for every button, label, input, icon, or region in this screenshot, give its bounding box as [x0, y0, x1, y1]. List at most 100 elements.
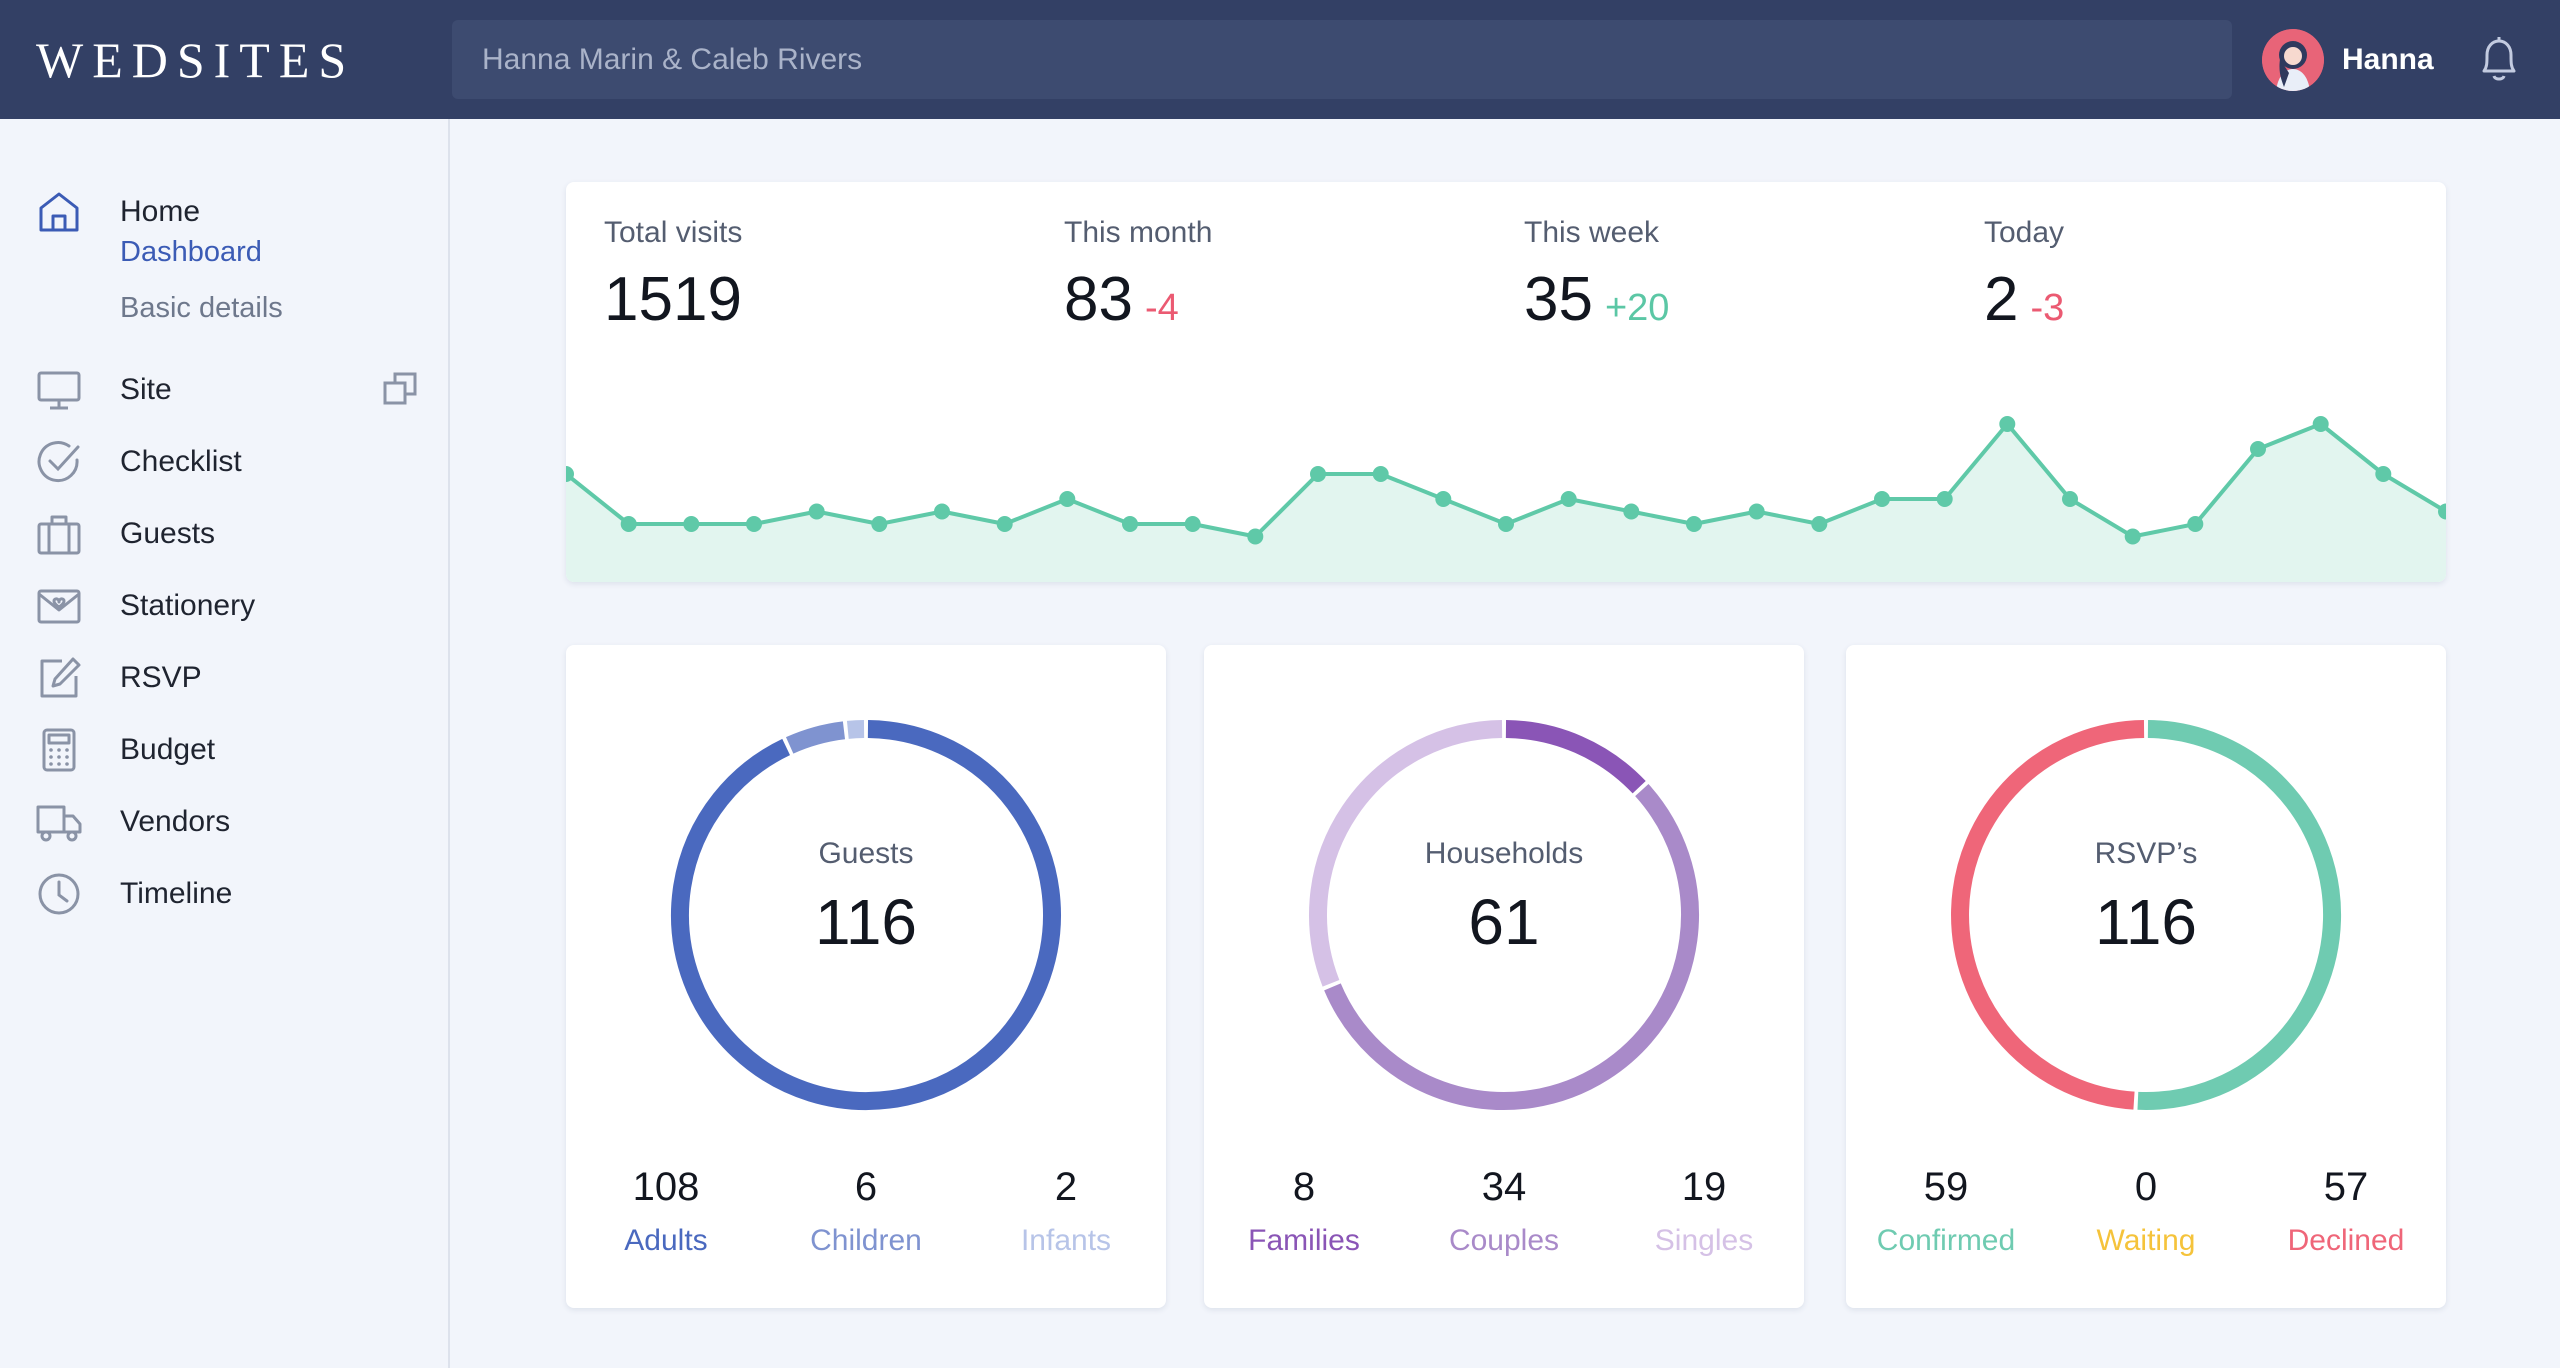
donut-total: 116 [2094, 886, 2198, 958]
open-external-icon[interactable] [380, 369, 420, 409]
legend-value: 0 [2134, 1165, 2158, 1209]
clock-icon [38, 873, 80, 915]
data-point [1874, 491, 1890, 507]
data-point [1811, 516, 1828, 532]
data-point [1059, 491, 1076, 507]
calculator-icon [42, 728, 76, 772]
legend-label: Children [810, 1224, 922, 1257]
data-point [1122, 516, 1138, 532]
legend-label: Families [1248, 1224, 1360, 1257]
legend-value: 6 [854, 1165, 878, 1209]
search-box[interactable] [452, 20, 2232, 99]
sidebar-item-stationery[interactable]: Stationery [0, 575, 448, 635]
stat-delta: +20 [1604, 287, 1670, 329]
legend-waiting: 0 Waiting [2046, 1165, 2246, 1258]
stat-today: Today 2 -3 [1984, 216, 2064, 335]
households-donut-chart [1309, 720, 1699, 1110]
legend-singles: 19 Singles [1604, 1165, 1804, 1258]
sidebar-item-guests[interactable]: Guests [0, 503, 448, 563]
legend-label: Declined [2287, 1224, 2405, 1257]
data-point [620, 516, 637, 532]
donut-title: Guests [818, 837, 914, 870]
data-point [2250, 441, 2266, 457]
visits-card: Total visits 1519 This month 83 -4 This w… [566, 182, 2446, 582]
sidebar-item-home[interactable]: Home [0, 181, 448, 241]
legend-label: Couples [1448, 1224, 1560, 1257]
truck-icon [36, 805, 82, 842]
user-name[interactable]: Hanna [2342, 43, 2434, 76]
legend-adults: 108 Adults [566, 1165, 766, 1258]
data-point [1686, 516, 1702, 532]
stat-value: 2 [1984, 265, 2019, 334]
legend-value: 108 [632, 1165, 700, 1209]
legend-value: 57 [2323, 1165, 2369, 1209]
data-point [1748, 503, 1765, 520]
donut-slice [785, 721, 846, 754]
notifications-bell-icon[interactable] [2476, 35, 2522, 85]
legend-declined: 57 Declined [2246, 1165, 2446, 1258]
donut-slice [846, 720, 865, 739]
sidebar-subitem-basic-details[interactable]: Basic details [120, 292, 283, 324]
stat-label: This month [1064, 216, 1213, 249]
user-avatar-icon [2262, 29, 2324, 91]
data-point [934, 503, 950, 520]
sidebar-item-label: RSVP [120, 661, 202, 694]
stat-delta: -3 [2030, 287, 2065, 329]
data-point [2062, 491, 2078, 507]
sidebar-item-label: Stationery [120, 589, 256, 622]
sidebar-subitem-dashboard[interactable]: Dashboard [120, 236, 262, 268]
data-point [683, 516, 700, 532]
donut-slice [2137, 720, 2342, 1110]
households-card: Households 61 8 Families 34 Couples 19 S… [1204, 645, 1804, 1308]
data-point [1560, 491, 1577, 507]
home-icon [39, 192, 79, 232]
sidebar: Home Dashboard Basic details Site Checkl… [0, 119, 450, 1368]
donut-slice [1309, 720, 1503, 987]
top-bar: WEDSITES Hanna [0, 0, 2560, 119]
donut-total: 61 [1468, 886, 1540, 958]
donut-title: RSVP’s [2094, 837, 2198, 870]
check-circle-icon [37, 441, 80, 483]
data-point [566, 466, 574, 482]
donut-slice [1951, 720, 2145, 1110]
sidebar-item-label: Vendors [120, 805, 231, 838]
data-point [808, 503, 825, 520]
avatar[interactable] [2262, 29, 2324, 91]
edit-icon [40, 657, 81, 698]
legend-couples: 34 Couples [1404, 1165, 1604, 1258]
stat-total-visits: Total visits 1519 [604, 216, 742, 335]
data-point [746, 516, 762, 532]
stat-value: 35 [1524, 265, 1593, 334]
app-logo[interactable]: WEDSITES [36, 32, 356, 88]
legend-confirmed: 59 Confirmed [1846, 1165, 2046, 1258]
legend-label: Waiting [2096, 1224, 2196, 1257]
sidebar-item-timeline[interactable]: Timeline [0, 863, 448, 923]
sidebar-item-vendors[interactable]: Vendors [0, 791, 448, 851]
legend-value: 19 [1681, 1165, 1727, 1209]
donut-slice [1505, 720, 1646, 794]
sidebar-item-checklist[interactable]: Checklist [0, 431, 448, 491]
legend-label: Adults [624, 1224, 708, 1257]
sidebar-item-label: Budget [120, 733, 216, 766]
stat-this-week: This week 35 +20 [1524, 216, 1669, 335]
data-point [2124, 528, 2141, 545]
donut-slice [1324, 784, 1699, 1110]
legend-value: 8 [1292, 1165, 1316, 1209]
stat-label: Today [1984, 216, 2065, 249]
sidebar-item-rsvp[interactable]: RSVP [0, 647, 448, 707]
sidebar-item-site[interactable]: Site [0, 359, 448, 419]
suitcase-icon [37, 515, 81, 555]
legend-label: Singles [1654, 1224, 1754, 1257]
stat-value: 83 [1064, 265, 1133, 334]
data-point [1999, 416, 2016, 432]
data-point [2312, 416, 2329, 432]
data-point [1310, 466, 1326, 482]
guests-card: Guests 116 108 Adults 6 Children 2 Infan… [566, 645, 1166, 1308]
sidebar-item-budget[interactable]: Budget [0, 719, 448, 779]
envelope-icon [37, 589, 81, 624]
donut-total: 116 [814, 886, 918, 958]
data-point [1247, 528, 1264, 545]
search-input[interactable] [482, 20, 2202, 99]
stat-this-month: This month 83 -4 [1064, 216, 1212, 335]
rsvp-donut-chart [1951, 720, 2342, 1110]
